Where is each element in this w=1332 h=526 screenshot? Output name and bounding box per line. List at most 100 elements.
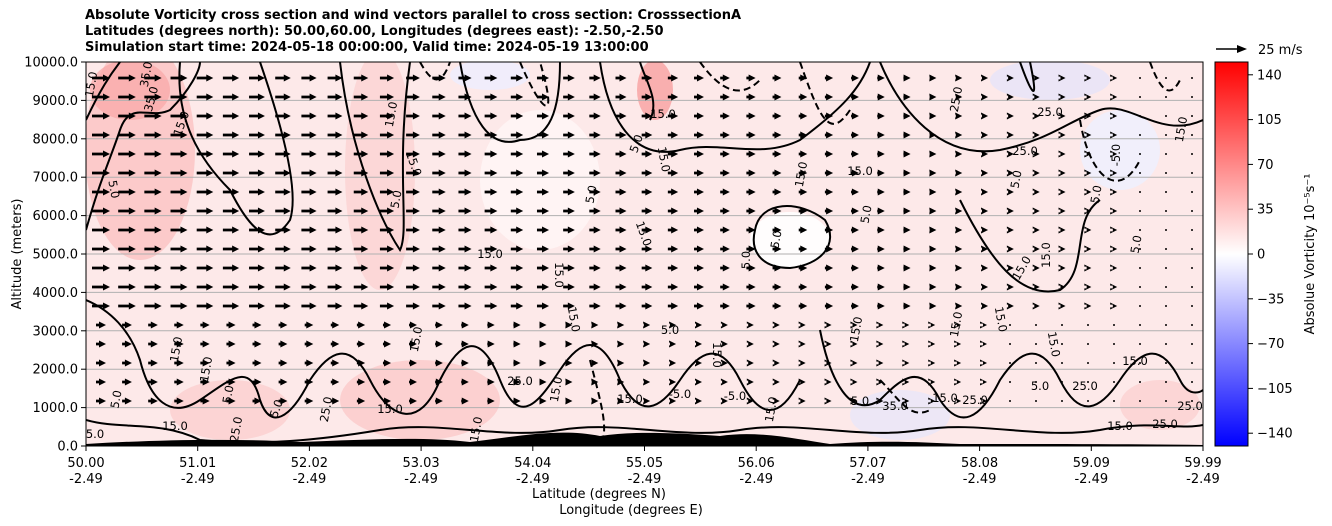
wind-vector bbox=[563, 226, 575, 234]
wind-vector bbox=[200, 397, 210, 405]
wind-vector bbox=[981, 226, 989, 234]
wind-vector bbox=[1058, 74, 1066, 82]
wind-vector bbox=[720, 359, 728, 367]
colorbar-tick-label: −70 bbox=[1257, 337, 1284, 352]
wind-vector bbox=[327, 264, 343, 272]
title-line-3: Simulation start time: 2024-05-18 00:00:… bbox=[85, 40, 649, 55]
colorbar-ticks: 140 105 70 35 0 −35 −70 −105 −140 bbox=[1248, 68, 1293, 442]
wind-vector bbox=[641, 131, 653, 139]
wind-vector bbox=[1110, 207, 1118, 215]
wind-vector bbox=[798, 340, 806, 348]
wind-vector bbox=[487, 321, 495, 329]
contour-label: 15.0 bbox=[477, 247, 503, 261]
contour-label: 5.0 bbox=[851, 394, 869, 408]
wind-vector bbox=[379, 74, 395, 82]
wind-vector bbox=[617, 378, 625, 386]
wind-vector bbox=[1006, 264, 1014, 272]
wind-vector bbox=[850, 378, 858, 386]
wind-vector bbox=[249, 112, 265, 120]
wind-vector bbox=[1084, 207, 1092, 215]
wind-vector bbox=[1139, 115, 1141, 117]
wind-vector bbox=[96, 359, 106, 367]
wind-vector bbox=[144, 150, 162, 158]
wind-vector bbox=[824, 93, 834, 101]
wind-vector bbox=[327, 188, 343, 196]
wind-vector bbox=[928, 359, 936, 367]
wind-vector bbox=[694, 131, 704, 139]
wind-vector bbox=[510, 264, 524, 272]
x-tick-label-lon: -2.49 bbox=[516, 472, 550, 487]
wind-vector bbox=[1139, 153, 1141, 155]
wind-vector bbox=[772, 131, 782, 139]
wind-vector bbox=[118, 283, 136, 291]
wind-vector bbox=[1113, 324, 1115, 326]
wind-vector bbox=[1165, 210, 1167, 212]
wind-vector bbox=[536, 188, 550, 196]
wind-vector bbox=[249, 150, 265, 158]
wind-vector bbox=[1006, 226, 1014, 234]
contour-label: 35.0 bbox=[141, 85, 161, 113]
x-tick-label-lon: -2.49 bbox=[628, 472, 662, 487]
wind-vector bbox=[1084, 188, 1092, 196]
wind-vector bbox=[615, 74, 627, 82]
colorbar-tick-label: −105 bbox=[1257, 382, 1293, 397]
x-tick-label-lon: -2.49 bbox=[181, 472, 215, 487]
wind-vector bbox=[1006, 74, 1014, 82]
contour-label: 25.0 bbox=[1152, 417, 1178, 431]
wind-vector bbox=[510, 283, 524, 291]
wind-vector bbox=[798, 321, 806, 329]
wind-vector bbox=[1165, 381, 1167, 383]
wind-vector bbox=[1006, 169, 1014, 177]
wind-vector bbox=[955, 74, 963, 82]
wind-vector bbox=[92, 112, 110, 120]
wind-vector bbox=[694, 74, 704, 82]
wind-vector bbox=[1058, 112, 1066, 120]
wind-vector bbox=[1191, 362, 1193, 364]
wind-vector bbox=[118, 112, 136, 120]
wind-vector bbox=[1058, 93, 1066, 101]
wind-vector bbox=[406, 93, 420, 101]
wind-vector bbox=[1009, 324, 1011, 326]
wind-vector bbox=[249, 169, 265, 177]
wind-vector bbox=[406, 245, 420, 253]
wind-vector bbox=[955, 245, 963, 253]
wind-vector bbox=[301, 302, 317, 310]
wind-vector bbox=[981, 245, 989, 253]
wind-vector bbox=[458, 74, 472, 82]
wind-vector bbox=[980, 359, 988, 367]
wind-vector bbox=[1061, 324, 1063, 326]
wind-vector bbox=[327, 93, 343, 101]
wind-vector bbox=[148, 340, 158, 348]
wind-vector bbox=[1110, 169, 1118, 177]
wind-vector bbox=[615, 302, 627, 310]
wind-vector bbox=[409, 397, 417, 405]
wind-vector bbox=[720, 112, 730, 120]
wind-vector bbox=[641, 150, 653, 158]
contour-label: 15.0 bbox=[710, 342, 724, 368]
wind-vector bbox=[902, 340, 910, 348]
x-tick-label-lon: -2.49 bbox=[851, 472, 885, 487]
wind-vector bbox=[929, 264, 937, 272]
wind-vector bbox=[615, 264, 627, 272]
wind-vector bbox=[667, 283, 679, 291]
wind-vector bbox=[461, 359, 469, 367]
wind-vector bbox=[275, 302, 291, 310]
wind-vector bbox=[1058, 283, 1066, 291]
wind-vector bbox=[536, 302, 550, 310]
wind-vector bbox=[980, 340, 988, 348]
wind-vector bbox=[667, 245, 679, 253]
wind-vector bbox=[327, 207, 343, 215]
wind-vector bbox=[92, 74, 110, 82]
wind-vector bbox=[510, 150, 524, 158]
wind-vector bbox=[772, 93, 782, 101]
wind-vector bbox=[746, 359, 754, 367]
wind-vector bbox=[772, 264, 782, 272]
wind-vector bbox=[565, 397, 573, 405]
wind-vector bbox=[330, 359, 340, 367]
wind-vector bbox=[641, 169, 653, 177]
x-axis-label-lat: Latitude (degrees N) bbox=[532, 487, 666, 502]
wind-vector bbox=[1006, 283, 1014, 291]
wind-vector bbox=[144, 131, 162, 139]
wind-vector bbox=[118, 169, 136, 177]
wind-vector bbox=[435, 378, 443, 386]
